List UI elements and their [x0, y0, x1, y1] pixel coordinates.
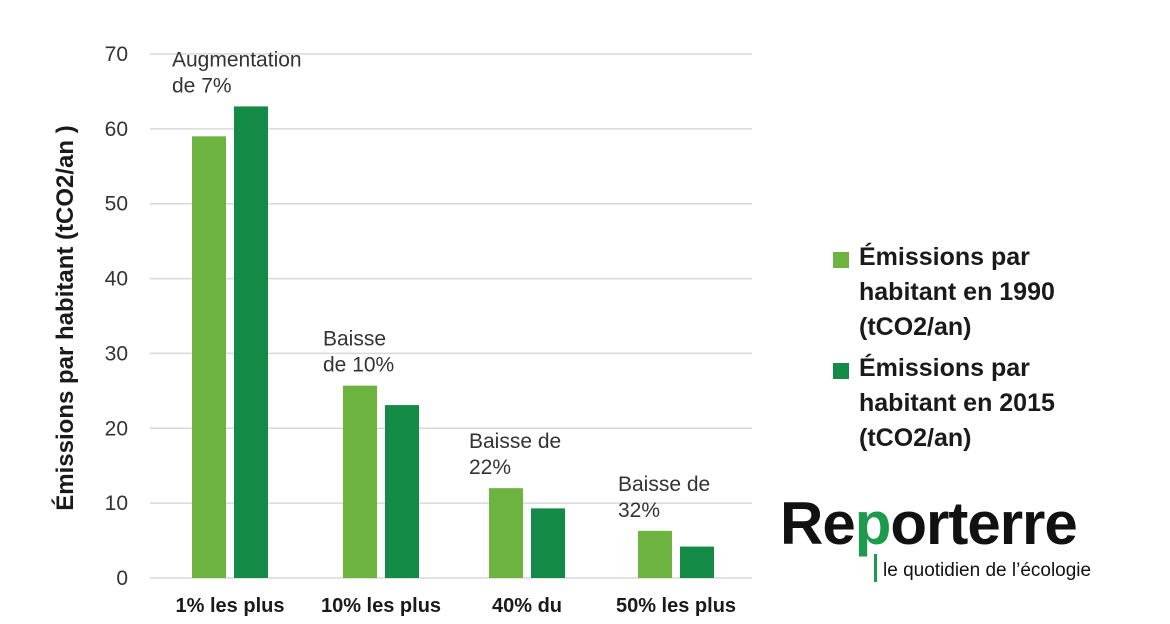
x-category-label: 50% les plus [616, 595, 736, 617]
bar-1990 [489, 488, 523, 578]
bar-1990 [192, 136, 226, 579]
logo-word-accent: p [854, 490, 892, 557]
y-tick-label: 30 [105, 342, 128, 365]
bar-chart: 0 10 20 30 40 50 60 70 Émissions par habitant (t… [51, 43, 752, 617]
change-annotation: Baisse de [469, 430, 561, 453]
logo-accent-bar [874, 554, 877, 582]
logo-tagline: le quotidien de l’écologie [883, 560, 1092, 581]
change-annotation: Augmentation [172, 48, 302, 71]
y-tick-label: 20 [105, 417, 128, 440]
logo-tagline-row: le quotidien de l’écologie [874, 554, 1160, 582]
y-tick-label: 50 [105, 193, 128, 216]
bar-1990 [638, 530, 672, 578]
logo-word-start: Re [780, 490, 856, 557]
change-annotation: de 7% [172, 74, 232, 97]
bar-2015 [531, 508, 565, 578]
legend-swatch-2015 [833, 363, 849, 379]
x-category-label: 10% les plus [321, 595, 441, 617]
legend-label-1990: Émissions par habitant en 1990 (tCO2/an) [859, 243, 1055, 341]
change-annotation: Baisse [323, 328, 386, 351]
change-annotation: Baisse de [618, 473, 710, 496]
bar-1990 [343, 385, 377, 578]
y-tick-label: 0 [116, 567, 128, 590]
x-category-label: 40% du [492, 595, 562, 617]
bar-2015 [234, 106, 268, 579]
y-axis-label: Émissions par habitant (tCO2/an ) [51, 125, 79, 510]
logo-wordmark: Reporterre [780, 492, 1160, 556]
change-annotation: 32% [618, 499, 660, 522]
reporterre-logo: Reporterre le quotidien de l’écologie [780, 492, 1160, 582]
x-category-label: 1% les plus [176, 595, 285, 617]
chart-legend: Émissions par habitant en 1990 (tCO2/an)… [833, 240, 1133, 462]
legend-swatch-1990 [833, 252, 849, 268]
change-annotation: 22% [469, 456, 511, 479]
logo-word-end: orterre [890, 490, 1077, 557]
legend-item-2015: Émissions par habitant en 2015 (tCO2/an) [833, 351, 1133, 456]
y-tick-label: 10 [105, 492, 128, 515]
legend-item-1990: Émissions par habitant en 1990 (tCO2/an) [833, 240, 1133, 345]
bar-2015 [680, 546, 714, 578]
y-tick-label: 70 [105, 43, 128, 66]
legend-label-2015: Émissions par habitant en 2015 (tCO2/an) [859, 354, 1055, 452]
y-tick-label: 60 [105, 118, 128, 141]
change-annotation: de 10% [323, 354, 394, 377]
y-tick-label: 40 [105, 268, 128, 291]
bar-2015 [385, 405, 419, 578]
